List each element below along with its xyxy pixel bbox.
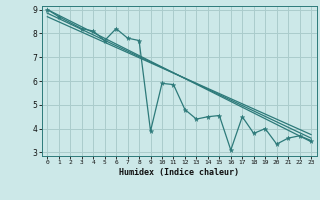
X-axis label: Humidex (Indice chaleur): Humidex (Indice chaleur) <box>119 168 239 177</box>
